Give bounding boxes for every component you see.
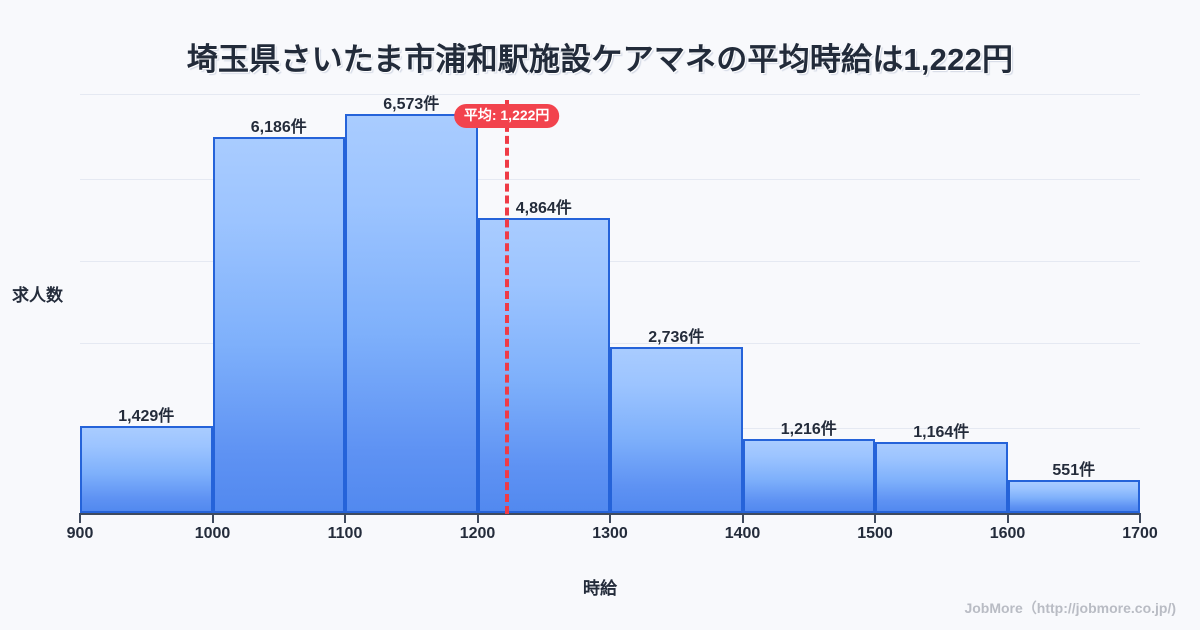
x-tick-label: 1600 — [989, 525, 1026, 542]
bar-value-label: 6,186件 — [250, 119, 307, 137]
x-tick-mark — [476, 513, 479, 523]
average-line — [504, 100, 509, 514]
bar — [80, 426, 213, 513]
gridline — [80, 261, 1140, 263]
bar-value-label: 1,429件 — [118, 408, 175, 426]
bar-value-label: 1,216件 — [780, 421, 837, 439]
bar-value-label: 6,573件 — [383, 95, 440, 113]
x-tick-label: 1000 — [194, 525, 231, 542]
bar — [1007, 479, 1140, 513]
x-tick-mark — [211, 513, 214, 523]
bar — [212, 137, 345, 513]
x-tick-label: 1100 — [327, 525, 363, 542]
x-tick-label: 1400 — [724, 525, 761, 542]
x-tick-label: 1200 — [459, 525, 496, 542]
x-tick-mark — [1139, 513, 1141, 523]
x-tick-label: 1500 — [857, 525, 893, 542]
x-tick-mark — [874, 513, 876, 523]
x-tick-mark — [1006, 513, 1009, 523]
y-axis-title: 求人数 — [12, 286, 63, 305]
x-tick-mark — [79, 513, 81, 523]
bar-value-label: 1,164件 — [913, 424, 970, 442]
x-tick-mark — [344, 513, 346, 523]
bar-value-label: 551件 — [1052, 461, 1096, 479]
x-axis-title: 時給 — [583, 579, 617, 598]
x-tick-label: 1300 — [592, 525, 628, 542]
x-tick-label: 1700 — [1122, 525, 1158, 542]
bar — [742, 439, 875, 513]
x-tick-mark — [741, 513, 744, 523]
bar — [610, 346, 743, 513]
watermark: JobMore（http://jobmore.co.jp/) — [964, 600, 1176, 616]
gridline — [80, 94, 1140, 96]
x-tick-mark — [609, 513, 611, 523]
chart-title: 埼玉県さいたま市浦和駅施設ケアマネの平均時給は1,222円 — [186, 42, 1014, 77]
bar — [875, 442, 1008, 513]
bar — [345, 113, 478, 513]
bar-value-label: 2,736件 — [648, 328, 705, 346]
average-badge: 平均: 1,222円 — [453, 104, 560, 129]
gridline — [80, 343, 1140, 344]
bar — [477, 217, 610, 513]
x-tick-label: 900 — [66, 525, 94, 542]
gridline — [80, 179, 1140, 181]
bar-value-label: 4,864件 — [515, 199, 572, 217]
